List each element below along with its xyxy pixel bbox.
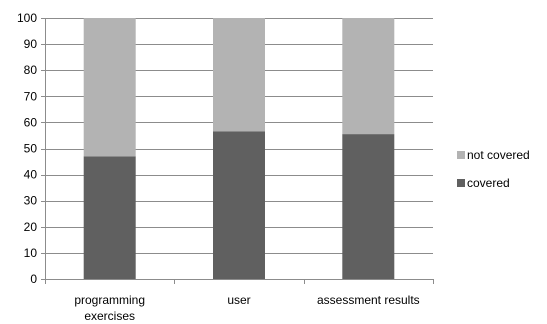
y-tick-label: 0 bbox=[30, 272, 37, 286]
y-tick-label: 90 bbox=[24, 37, 38, 51]
axes bbox=[41, 18, 434, 284]
x-category-label: exercises bbox=[84, 309, 135, 323]
y-tick-label: 20 bbox=[24, 220, 38, 234]
bar-not-covered bbox=[342, 18, 395, 135]
y-tick-label: 40 bbox=[24, 168, 38, 182]
x-category-label: user bbox=[227, 293, 250, 307]
bar-covered bbox=[213, 131, 265, 279]
y-tick-label: 50 bbox=[24, 142, 38, 156]
legend-label-covered: covered bbox=[467, 176, 510, 190]
y-tick-label: 10 bbox=[24, 246, 38, 260]
x-category-labels: programming exercises user assessment resul… bbox=[74, 293, 419, 323]
y-tick-label: 60 bbox=[24, 115, 38, 129]
bar-covered bbox=[342, 134, 395, 279]
y-tick-labels: 0 10 20 30 40 50 60 70 80 90 100 bbox=[17, 11, 37, 286]
legend-label-not-covered: not covered bbox=[467, 148, 530, 162]
bar-covered bbox=[83, 156, 136, 279]
x-category-label: programming bbox=[74, 293, 145, 307]
legend-swatch-not-covered bbox=[457, 151, 465, 159]
bars bbox=[83, 18, 395, 279]
y-tick-label: 80 bbox=[24, 63, 38, 77]
legend: not covered covered bbox=[457, 148, 530, 190]
y-tick-label: 100 bbox=[17, 11, 37, 25]
legend-swatch-covered bbox=[457, 179, 465, 187]
y-tick-label: 30 bbox=[24, 194, 38, 208]
y-tick-label: 70 bbox=[24, 89, 38, 103]
bar-not-covered bbox=[83, 18, 136, 157]
bar-not-covered bbox=[213, 18, 265, 132]
x-category-label: assessment results bbox=[317, 293, 420, 307]
